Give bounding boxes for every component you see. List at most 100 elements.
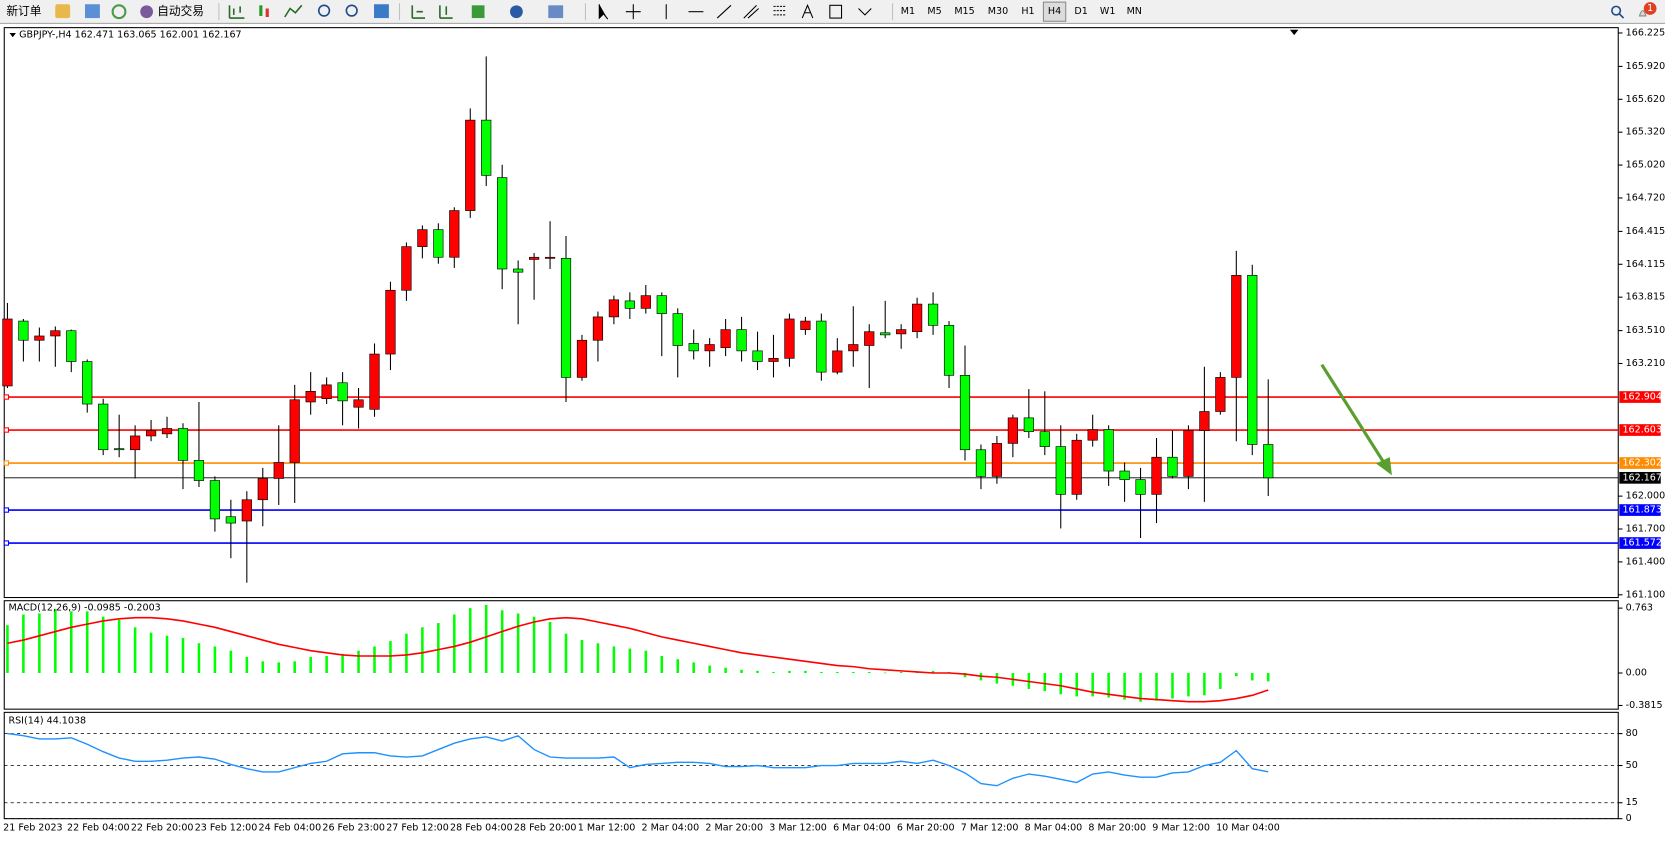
icon[interactable]: [55, 4, 71, 19]
new-order-button[interactable]: 新订单: [6, 4, 41, 18]
macd-bar: [580, 640, 584, 674]
shift-icon[interactable]: [439, 5, 453, 19]
macd-bar: [548, 621, 552, 674]
macd-bar: [213, 646, 217, 674]
zoom-in-icon[interactable]: [317, 4, 331, 17]
macd-bar: [883, 672, 887, 674]
macd-bar: [1266, 673, 1270, 682]
annotation-arrow: [1320, 363, 1392, 476]
fibo-icon[interactable]: [773, 5, 787, 16]
candle-body: [880, 332, 891, 336]
timeframe-button[interactable]: H1: [1021, 6, 1034, 17]
y-tick-label: 163.815: [1626, 292, 1665, 303]
x-tick-label: 6 Mar 04:00: [833, 823, 891, 834]
candle-body: [991, 443, 1003, 477]
zoom-out-icon[interactable]: [345, 4, 358, 17]
macd-bar: [341, 653, 344, 674]
candle-body: [385, 289, 396, 355]
text-icon[interactable]: [801, 3, 814, 19]
channel-icon[interactable]: [743, 4, 760, 19]
active-timeframe[interactable]: [1042, 1, 1067, 22]
timeframe-button[interactable]: H4: [1048, 6, 1061, 17]
timeframe-button[interactable]: M1: [901, 6, 915, 17]
x-tick-label: 24 Feb 04:00: [259, 823, 322, 834]
x-tick-label: 10 Mar 04:00: [1216, 823, 1280, 834]
x-tick-label: 28 Feb 04:00: [450, 823, 513, 834]
candle-body: [449, 210, 460, 258]
line-chart-icon[interactable]: [284, 4, 303, 18]
auto-trade-button[interactable]: 自动交易: [157, 4, 204, 18]
timeframe-button[interactable]: M5: [927, 6, 941, 17]
icon[interactable]: [111, 4, 127, 20]
timeframe-button[interactable]: M30: [988, 6, 1008, 17]
candle-body: [465, 119, 476, 211]
macd-bar: [261, 661, 265, 674]
candle-body: [1055, 446, 1066, 495]
arrows-icon[interactable]: [858, 8, 872, 16]
macd-bar: [54, 609, 57, 674]
y-tick-label: 164.415: [1626, 226, 1665, 237]
candle-body: [1071, 439, 1082, 495]
search-icon[interactable]: [1611, 5, 1622, 16]
candle-body: [369, 353, 380, 410]
rsi-title: RSI(14) 44.1038: [9, 715, 87, 726]
bar-chart-icon[interactable]: [228, 5, 245, 19]
candle-body: [1087, 429, 1098, 441]
price-level-handle: [3, 427, 10, 433]
macd-bar: [867, 671, 871, 674]
candle-body: [1151, 456, 1162, 495]
cursor-icon[interactable]: [598, 4, 609, 20]
candle-body: [2, 318, 13, 387]
icon[interactable]: [85, 4, 100, 19]
candle-body: [1119, 470, 1130, 480]
macd-bar: [852, 671, 855, 674]
price-level-label: 162.302: [1622, 458, 1661, 469]
x-tick-label: 9 Mar 12:00: [1152, 823, 1210, 834]
label-icon[interactable]: [829, 4, 843, 19]
auto-trade-icon[interactable]: [140, 5, 154, 19]
indicator-icon[interactable]: [471, 5, 485, 19]
notification-count[interactable]: 1: [1647, 3, 1653, 14]
macd-bar: [995, 673, 999, 684]
candle-body: [98, 403, 109, 451]
candle-body: [1007, 417, 1018, 444]
period-icon[interactable]: [510, 5, 523, 19]
tile-icon[interactable]: [374, 4, 389, 19]
macd-bar: [1171, 673, 1174, 699]
shift-marker: [1289, 29, 1299, 36]
timeframe-button[interactable]: M15: [954, 6, 974, 17]
macd-bar: [1107, 673, 1110, 698]
candle-icon[interactable]: [259, 5, 263, 16]
template-icon[interactable]: [548, 5, 564, 19]
y-tick-label: 165.920: [1626, 61, 1665, 72]
timeframe-button[interactable]: W1: [1100, 6, 1116, 17]
candle-body: [1215, 377, 1226, 412]
candle-body: [1263, 444, 1274, 479]
candle-body: [1247, 275, 1258, 445]
timeframe-button[interactable]: D1: [1074, 6, 1087, 17]
price-level-handle: [3, 460, 10, 466]
signal-line: [7, 616, 1269, 703]
candle-body: [800, 320, 811, 330]
candle-body: [305, 391, 316, 403]
candle-body: [592, 316, 604, 341]
candle-body: [816, 320, 827, 373]
dropdown-marker: [9, 32, 16, 38]
macd-bar: [963, 673, 967, 678]
macd-bar: [1123, 673, 1126, 700]
candle-body: [832, 350, 843, 373]
notification-badge[interactable]: [1643, 2, 1657, 15]
candle-body: [273, 462, 284, 479]
trendline-icon[interactable]: [716, 4, 732, 19]
macd-bar: [500, 610, 504, 674]
macd-bar: [421, 627, 424, 674]
timeframe-button[interactable]: MN: [1127, 6, 1142, 17]
y-tick-label: 164.720: [1626, 192, 1665, 203]
candle-body: [864, 331, 875, 346]
candle-icon[interactable]: [265, 8, 269, 18]
autoscroll-icon[interactable]: [411, 5, 426, 19]
bell-icon[interactable]: [1638, 10, 1647, 17]
crosshair-icon[interactable]: [625, 4, 641, 20]
search-icon[interactable]: [1618, 13, 1625, 19]
